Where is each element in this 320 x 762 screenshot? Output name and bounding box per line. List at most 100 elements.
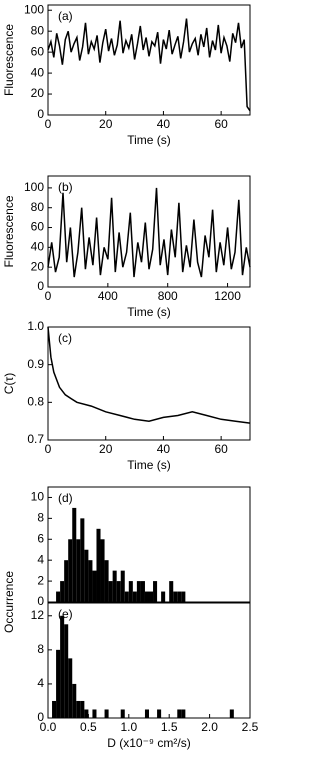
bar <box>120 709 125 718</box>
bar <box>144 709 149 718</box>
y-tick-label: 60 <box>31 220 45 234</box>
bar <box>169 581 174 602</box>
trace <box>47 187 251 278</box>
x-tick-label: 400 <box>98 289 118 303</box>
bar <box>116 581 121 602</box>
panel-label: (d) <box>58 491 73 505</box>
bar <box>76 700 81 718</box>
panel-label: (b) <box>58 180 73 194</box>
y-tick-label: 0 <box>37 594 44 608</box>
trace <box>47 326 251 424</box>
plot-frame <box>47 326 251 441</box>
x-tick-label: 2.0 <box>201 720 218 734</box>
bar <box>56 649 61 718</box>
y-tick-label: 8 <box>37 511 44 525</box>
bar <box>112 570 117 602</box>
y-tick-label: 4 <box>37 676 44 690</box>
bar <box>76 539 81 602</box>
y-tick-label: 4 <box>37 552 44 566</box>
bar <box>64 624 69 718</box>
x-tick-label: 0.0 <box>40 720 57 734</box>
y-tick-label: 0 <box>37 279 44 293</box>
panel-label: (c) <box>58 331 72 345</box>
bar <box>132 591 137 602</box>
plot-frame <box>47 175 251 288</box>
bar <box>104 560 109 602</box>
x-tick-label: 40 <box>157 117 171 131</box>
y-tick-label: 10 <box>31 490 45 504</box>
bar <box>144 591 149 602</box>
x-tick-label: 60 <box>214 117 228 131</box>
bar <box>52 700 57 718</box>
y-tick-label: 60 <box>31 44 45 58</box>
x-tick-label: 1200 <box>214 289 241 303</box>
y-tick-label: 0.8 <box>27 395 44 409</box>
bar <box>72 507 77 602</box>
x-tick-label: 2.5 <box>242 720 259 734</box>
bar <box>173 591 178 602</box>
bar <box>120 570 125 602</box>
trace <box>47 18 251 112</box>
y-tick-label: 1.0 <box>27 319 44 333</box>
y-tick-label: 100 <box>24 2 44 16</box>
x-tick-label: 0 <box>45 117 52 131</box>
y-tick-label: 40 <box>31 240 45 254</box>
bar <box>181 709 186 718</box>
bar <box>153 581 158 602</box>
x-tick-label: 1.5 <box>161 720 178 734</box>
y-tick-label: 100 <box>24 180 44 194</box>
x-tick-label: 0.5 <box>80 720 97 734</box>
bar <box>68 658 73 718</box>
bar <box>68 539 73 602</box>
y-tick-label: 20 <box>31 86 45 100</box>
x-tick-label: 800 <box>158 289 178 303</box>
panel-label: (a) <box>58 9 73 23</box>
y-tick-label: 12 <box>31 608 45 622</box>
y-tick-label: 40 <box>31 65 45 79</box>
bar <box>80 518 85 602</box>
panel-label: (e) <box>58 607 73 621</box>
x-axis-label: Time (s) <box>127 305 171 319</box>
bar <box>56 591 61 602</box>
x-tick-label: 40 <box>157 442 171 456</box>
y-tick-label: 6 <box>37 531 44 545</box>
y-axis-label: C(τ) <box>2 373 16 394</box>
bar <box>177 591 182 602</box>
y-tick-label: 2 <box>37 573 44 587</box>
y-tick-label: 0.9 <box>27 357 44 371</box>
plot-frame <box>47 4 251 116</box>
bar <box>60 615 65 718</box>
x-tick-label: 0 <box>45 289 52 303</box>
plot-frame <box>47 602 251 719</box>
y-tick-label: 0 <box>37 107 44 121</box>
bar <box>100 539 105 602</box>
bar <box>136 581 141 602</box>
x-tick-label: 20 <box>99 442 113 456</box>
bar <box>64 560 69 602</box>
bar <box>80 700 85 718</box>
y-tick-label: 0.7 <box>27 432 44 446</box>
x-axis-label: Time (s) <box>127 458 171 472</box>
y-axis-label: Fluorescence <box>2 195 16 267</box>
y-tick-label: 20 <box>31 259 45 273</box>
bar <box>84 709 89 718</box>
bar <box>128 581 133 602</box>
y-tick-label: 0 <box>37 710 44 724</box>
x-tick-label: 20 <box>99 117 113 131</box>
bar <box>60 581 65 602</box>
bar <box>108 581 113 602</box>
x-axis-label: Time (s) <box>127 133 171 147</box>
bar <box>92 709 97 718</box>
x-tick-label: 1.0 <box>120 720 137 734</box>
bar <box>96 528 101 602</box>
bar <box>157 709 162 718</box>
x-axis-label: D (x10⁻⁹ cm²/s) <box>107 736 190 750</box>
bar <box>84 549 89 602</box>
bar <box>229 709 234 718</box>
y-axis-label: Fluorescence <box>2 24 16 96</box>
x-tick-label: 60 <box>214 442 228 456</box>
bar <box>104 709 109 718</box>
bar <box>181 591 186 602</box>
y-tick-label: 80 <box>31 200 45 214</box>
